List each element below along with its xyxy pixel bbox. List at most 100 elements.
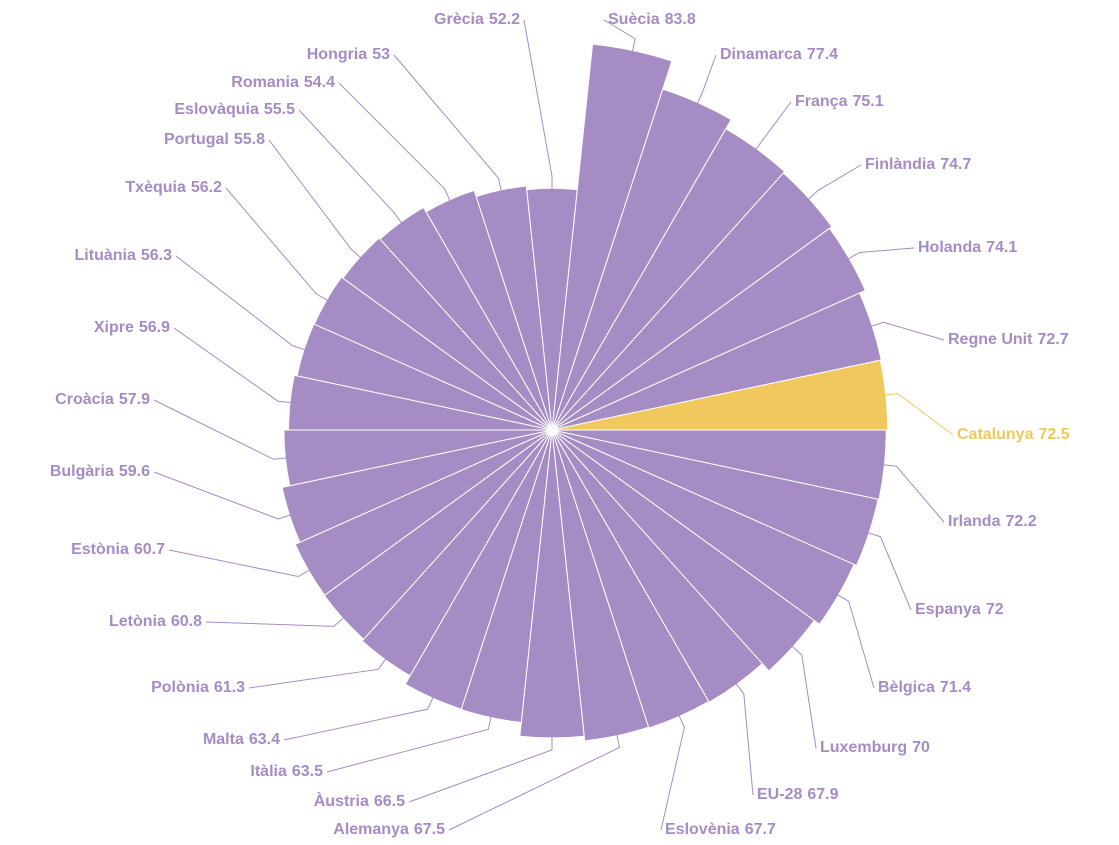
value-label: 55.5	[264, 101, 295, 118]
value-label: 55.8	[234, 131, 265, 148]
category-label: Irlanda	[948, 513, 1001, 530]
data-label: Grècia 52.2	[434, 11, 520, 28]
data-label: Dinamarca 77.4	[720, 46, 838, 63]
leader-line	[660, 704, 685, 831]
category-label: Xipre	[94, 319, 134, 336]
category-label: Dinamarca	[720, 46, 802, 63]
category-label: Croàcia	[55, 391, 114, 408]
data-label: Regne Unit 72.7	[948, 331, 1069, 348]
leader-line	[826, 588, 875, 689]
leader-line	[871, 463, 945, 523]
category-label: Espanya	[915, 601, 981, 618]
leader-line	[448, 723, 621, 831]
center	[550, 428, 554, 432]
value-label: 83.8	[665, 11, 696, 28]
data-label: Àustria 66.5	[314, 791, 405, 810]
leader-line	[153, 399, 297, 460]
data-label: Bèlgica 71.4	[878, 679, 971, 696]
category-label: Eslovènia	[665, 821, 740, 838]
category-label: Suècia	[608, 11, 660, 28]
leader-line	[153, 471, 301, 520]
data-label: Xipre 56.9	[94, 319, 170, 336]
value-label: 56.9	[139, 319, 170, 336]
category-label: Holanda	[918, 239, 981, 256]
category-label: Lituània	[75, 247, 136, 264]
category-label: Bulgària	[50, 463, 114, 480]
data-label: Croàcia 57.9	[55, 391, 150, 408]
value-label: 56.3	[141, 247, 172, 264]
data-label: Suècia 83.8	[608, 11, 696, 28]
category-label: Catalunya	[957, 426, 1034, 443]
category-label: Itàlia	[250, 763, 287, 780]
value-label: 71.4	[940, 679, 971, 696]
category-label: Alemanya	[333, 821, 409, 838]
data-label: Txèquia 56.2	[125, 179, 222, 196]
category-label: Bèlgica	[878, 679, 935, 696]
leader-line	[173, 327, 301, 405]
data-label: Polònia 61.3	[151, 679, 245, 696]
wedges	[281, 43, 889, 742]
category-label: Portugal	[164, 131, 229, 148]
category-label: EU-28	[757, 786, 802, 803]
data-label: Holanda 74.1	[918, 239, 1017, 256]
category-label: Eslovàquia	[174, 101, 259, 118]
data-label: Alemanya 67.5	[333, 821, 445, 838]
value-label: 60.8	[171, 613, 202, 630]
leaders	[153, 19, 954, 831]
data-label: Irlanda 72.2	[948, 513, 1037, 530]
leader-line	[523, 19, 553, 198]
data-label: Letònia 60.8	[109, 613, 202, 630]
category-label: Estònia	[71, 541, 129, 558]
value-label: 63.5	[292, 763, 323, 780]
value-label: 77.4	[807, 46, 838, 63]
value-label: 56.2	[191, 179, 222, 196]
category-label: Romania	[231, 74, 299, 91]
leader-line	[298, 109, 408, 231]
data-label: Portugal 55.8	[164, 131, 265, 148]
value-label: 59.6	[119, 463, 150, 480]
value-label: 70	[912, 739, 930, 756]
leader-line	[283, 687, 438, 741]
leader-line	[326, 705, 494, 773]
value-label: 54.4	[304, 74, 335, 91]
value-label: 67.5	[414, 821, 445, 838]
data-label: Romania 54.4	[231, 74, 335, 91]
value-label: 74.1	[986, 239, 1017, 256]
data-label: Espanya 72	[915, 601, 1004, 618]
category-label: Grècia	[434, 11, 484, 28]
leader-line	[268, 139, 369, 265]
data-label: Lituània 56.3	[75, 247, 173, 264]
data-label: Estònia 60.7	[71, 541, 165, 558]
leader-line	[836, 247, 915, 266]
leader-line	[248, 650, 393, 689]
category-label: Txèquia	[125, 179, 186, 196]
category-label: Polònia	[151, 679, 209, 696]
value-label: 57.9	[119, 391, 150, 408]
leader-line	[872, 393, 954, 436]
leader-line	[225, 187, 336, 306]
leader-line	[859, 321, 945, 341]
value-label: 72.7	[1037, 331, 1068, 348]
leader-line	[798, 164, 862, 209]
leader-line	[175, 255, 315, 354]
data-label: Eslovàquia 55.5	[174, 101, 295, 118]
leader-line	[408, 725, 553, 803]
category-label: Finlàndia	[865, 156, 935, 173]
leader-line	[393, 54, 504, 200]
leader-line	[205, 610, 352, 627]
leader-line	[603, 19, 636, 66]
value-label: 53	[372, 46, 390, 63]
leader-line	[338, 82, 455, 210]
value-label: 61.3	[214, 679, 245, 696]
data-label: Malta 63.4	[203, 731, 280, 748]
value-label: 60.7	[134, 541, 165, 558]
value-label: 67.9	[807, 786, 838, 803]
data-label: EU-28 67.9	[757, 786, 839, 803]
leader-line	[747, 101, 792, 161]
data-label: Hongria 53	[307, 46, 390, 63]
category-label: Regne Unit	[948, 331, 1033, 348]
leader-line	[728, 673, 754, 796]
category-label: Malta	[203, 731, 244, 748]
value-label: 67.7	[745, 821, 776, 838]
